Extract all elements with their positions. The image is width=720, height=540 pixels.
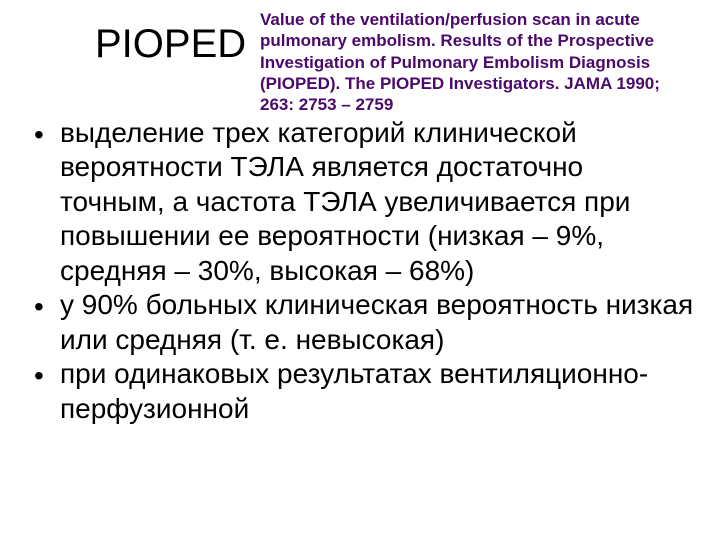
body-text: • выделение трех категорий клинической в… bbox=[34, 116, 694, 426]
bullet-text: у 90% больных клиническая вероятность ни… bbox=[60, 288, 694, 357]
slide: PIOPED Value of the ventilation/perfusio… bbox=[0, 0, 720, 540]
slide-title: PIOPED bbox=[95, 22, 246, 67]
list-item: • у 90% больных клиническая вероятность … bbox=[34, 288, 694, 357]
bullet-text: при одинаковых результатах вентиляционно… bbox=[60, 357, 694, 426]
citation-text: Value of the ventilation/perfusion scan … bbox=[260, 9, 680, 115]
list-item: • при одинаковых результатах вентиляцион… bbox=[34, 357, 694, 426]
bullet-dot-icon: • bbox=[34, 288, 60, 324]
bullet-dot-icon: • bbox=[34, 357, 60, 393]
bullet-text: выделение трех категорий клинической вер… bbox=[60, 116, 694, 288]
list-item: • выделение трех категорий клинической в… bbox=[34, 116, 694, 288]
bullet-dot-icon: • bbox=[34, 116, 60, 152]
